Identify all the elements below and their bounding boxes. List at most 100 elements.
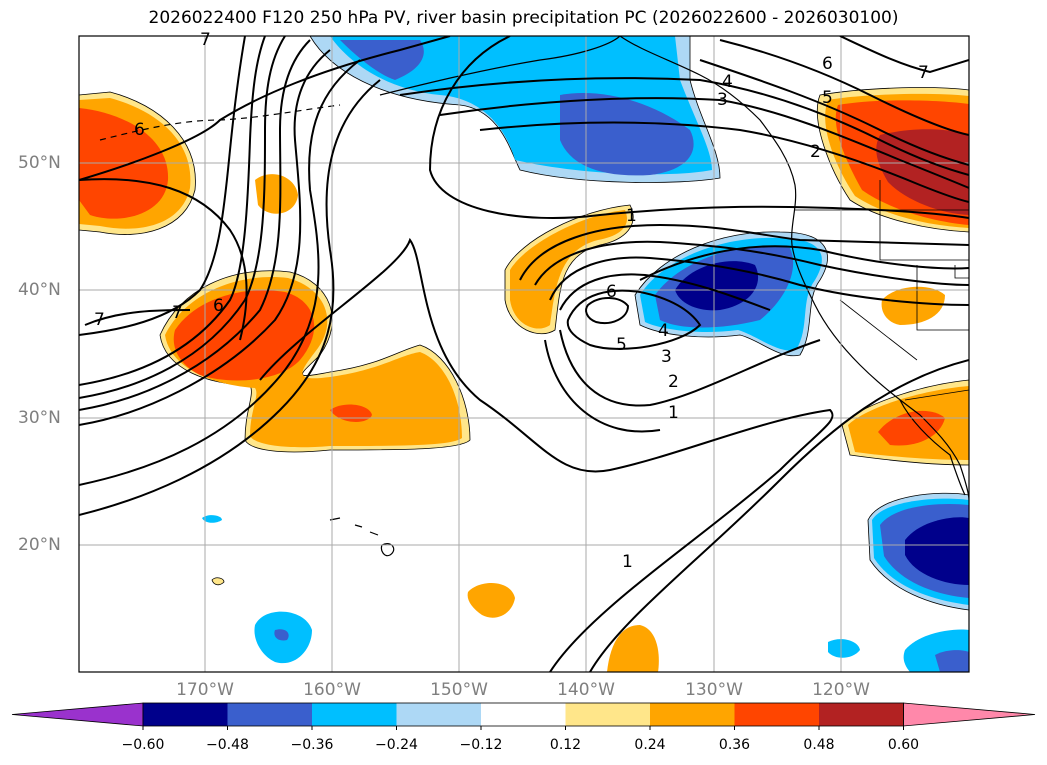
pv-contour-6-west (79, 36, 266, 386)
lon-label-120w: 120°W (812, 680, 870, 700)
lon-label-160w: 160°W (303, 680, 361, 700)
pv-contour-cutoff-lower (544, 329, 821, 433)
colorbar-segment (312, 703, 397, 726)
pv-contour-5-west (79, 36, 286, 399)
colorbar-segment (650, 703, 735, 726)
pv-contour-ne-2 (479, 121, 969, 203)
pv-contour-1-long (79, 36, 451, 181)
pv-contour-3-west (79, 49, 331, 426)
pv-contour-6-cutoff (585, 297, 630, 324)
pv-label-5-ne: 5 (822, 88, 833, 108)
pv-label-1-southeast: 1 (668, 403, 679, 423)
lon-label-140w: 140°W (557, 680, 615, 700)
pv-label-3-ne: 3 (717, 90, 728, 110)
pv-contour-7-west (79, 36, 246, 336)
pv-label-1-north: 1 (626, 206, 637, 226)
pos-region-small-3 (211, 577, 225, 586)
pv-label-4-cutoff: 4 (658, 321, 669, 341)
neg-region-southeast-strong (935, 650, 969, 672)
pv-label-6-central: 6 (213, 296, 224, 316)
colorbar-tick-label: −0.60 (121, 737, 165, 753)
pv-label-2-ne: 2 (810, 142, 821, 162)
lon-label-170w: 170°W (176, 680, 234, 700)
pv-contour-2-cutoff (534, 240, 969, 286)
pv-label-1-south: 1 (622, 552, 633, 572)
pos-region-socal-small (881, 286, 945, 325)
pv-label-2-cutoff: 2 (668, 372, 679, 392)
colorbar-segment (227, 703, 313, 726)
colorbar-tick-label: −0.24 (375, 737, 418, 753)
map-title: 2026022400 F120 250 hPa PV, river basin … (148, 8, 899, 28)
colorbar-segment (734, 703, 820, 726)
coastline-hawaii (329, 517, 395, 557)
lat-label-30n: 30°N (18, 408, 61, 428)
colorbar-tick-label: −0.12 (459, 737, 503, 753)
colorbar-tick-label: 0.12 (549, 737, 582, 753)
pv-contour-ne-3 (439, 97, 969, 189)
colorbar-segment (565, 703, 651, 726)
pv-contour-4-cutoff (559, 273, 771, 311)
pv-contour-ne-7 (839, 36, 969, 74)
lat-label-20n: 20°N (18, 535, 61, 555)
colorbar-segment (819, 703, 904, 726)
pos-region-small-1 (255, 174, 298, 214)
pv-contour-ne-4 (399, 77, 969, 176)
colorbar-tick-label: −0.48 (206, 737, 249, 753)
border-us-mexico (904, 389, 969, 401)
pv-contour-4-west (79, 39, 311, 411)
coastline-baja (899, 399, 966, 496)
pv-label-6-cutoff: 6 (606, 282, 617, 302)
colorbar-segment (481, 703, 566, 726)
pv-contour-2-west (79, 59, 361, 486)
neg-region-small-3 (202, 515, 222, 523)
colorbar-tick-label: 0.60 (887, 737, 920, 753)
colorbar (11, 702, 1036, 730)
pv-label-6-west: 6 (134, 120, 145, 140)
pv-label-7-central: 7 (172, 303, 183, 323)
lat-label-40n: 40°N (18, 280, 61, 300)
pv-label-7-top: 7 (200, 30, 211, 50)
pv-contour-1-south (589, 359, 969, 672)
neg-region-gulf-alaska-strong (560, 93, 694, 176)
colorbar-tick-label: 0.24 (634, 737, 666, 753)
neg-region-mexico-max (905, 517, 969, 585)
colorbar-tick-label: 0.36 (718, 737, 751, 753)
pv-contour-3-cutoff (549, 256, 969, 306)
pv-contour-1-west (79, 79, 381, 516)
pos-region-south (607, 625, 659, 672)
lon-label-150w: 150°W (430, 680, 488, 700)
gridlines (79, 36, 969, 672)
pv-contour-7-outer (79, 178, 248, 341)
pos-region-east-pacific-mid (510, 210, 627, 329)
colorbar-segment (143, 703, 228, 726)
colorbar-tick-label: −0.36 (290, 737, 334, 753)
colorbar-segment (396, 703, 482, 726)
pv-label-3-cutoff: 3 (661, 347, 672, 367)
pv-contour-ne-5 (699, 59, 969, 166)
map-plot-area (79, 36, 969, 672)
coastline-alaska (379, 36, 621, 96)
pv-label-4-ne: 4 (722, 72, 733, 92)
pv-contour-1-cutoff (519, 223, 969, 281)
pv-label-5-cutoff: 5 (616, 335, 627, 355)
colorbar-frame (142, 702, 904, 727)
pv-contours (79, 36, 969, 672)
pv-contour-ne-6 (719, 39, 969, 136)
pos-region-pacific-nw-max (876, 129, 969, 215)
neg-region-south-2 (828, 639, 860, 658)
pv-contour-labels: 1 1 1 2 2 3 3 4 4 5 5 6 6 6 6 7 7 7 7 (94, 30, 929, 572)
coastline-north-america (619, 36, 969, 501)
pv-label-7-west: 7 (94, 310, 105, 330)
pos-region-small-2 (467, 582, 515, 618)
pv-contour-trough (259, 237, 834, 672)
border-us-states (839, 180, 969, 361)
pv-contour-5-cutoff (566, 289, 702, 350)
colorbar-tick-label: 0.48 (803, 737, 835, 753)
colorbar-extend-low (11, 702, 144, 727)
neg-region-south-1-strong (274, 629, 289, 641)
lat-label-50n: 50°N (18, 153, 61, 173)
pv-label-7-ne: 7 (918, 63, 929, 83)
pv-contour-ridge (428, 36, 969, 219)
lon-label-130w: 130°W (685, 680, 743, 700)
